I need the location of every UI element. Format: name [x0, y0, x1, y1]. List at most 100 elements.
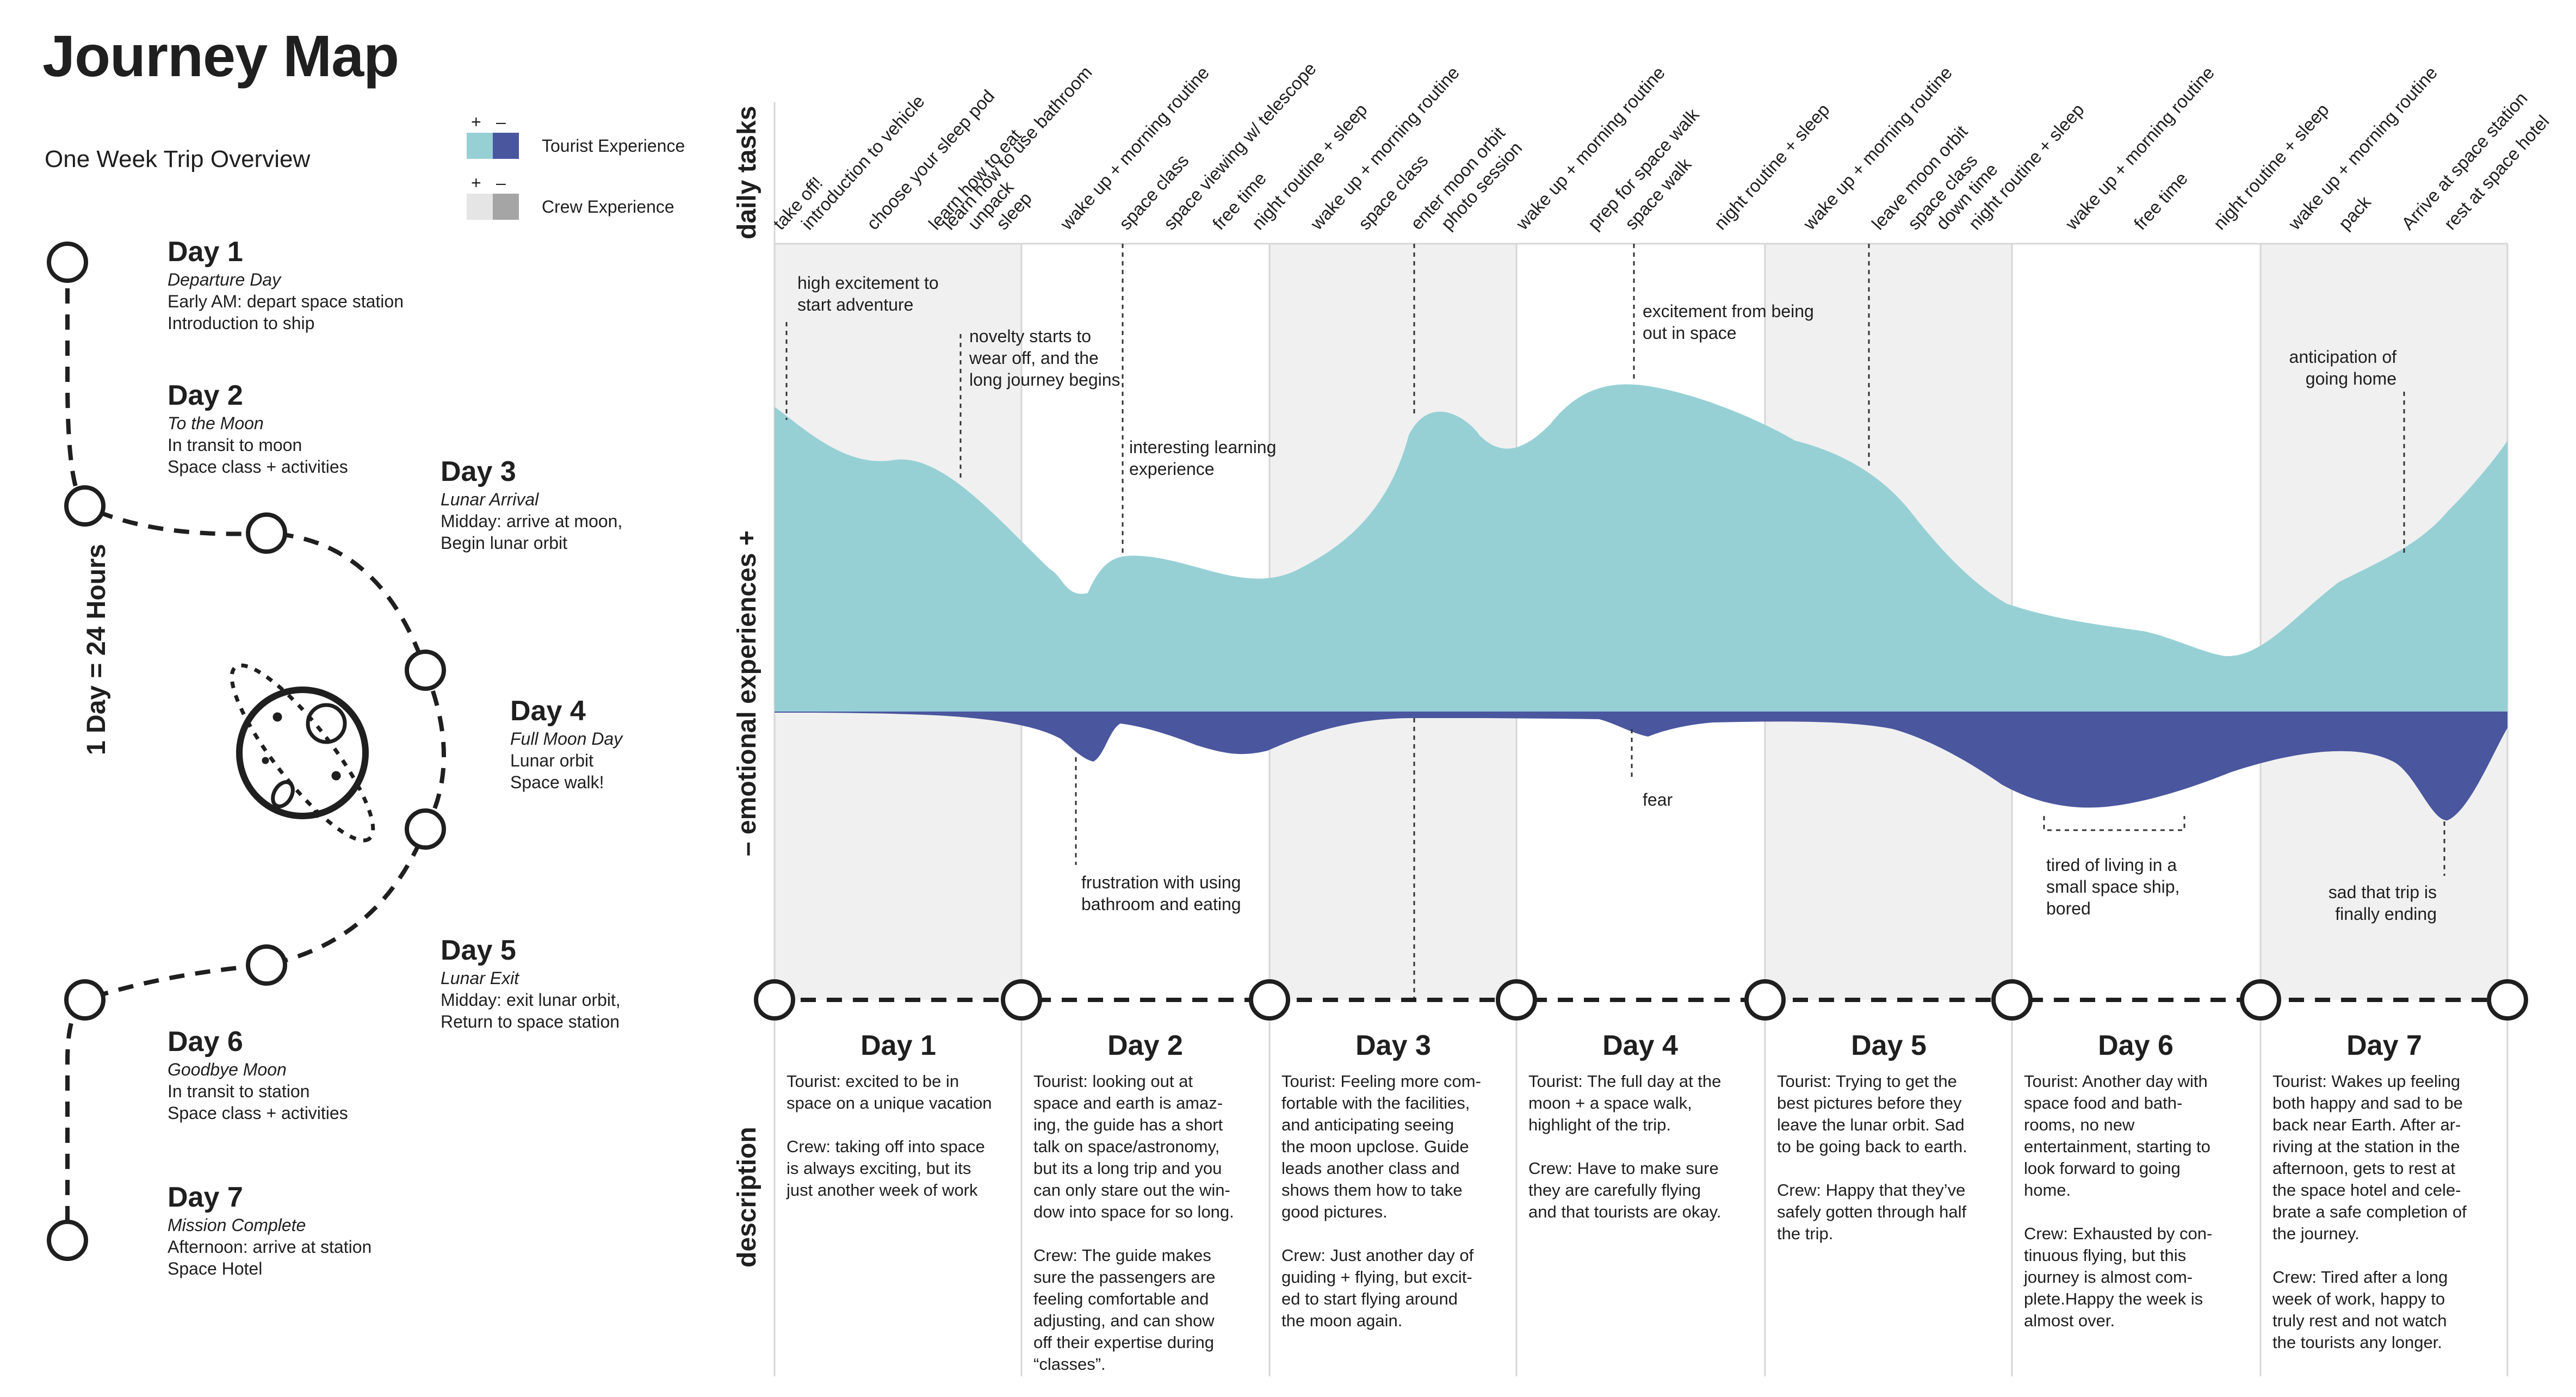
annotation-line: excitement from being — [1643, 301, 1814, 321]
description-line: adjusting, and can show — [1033, 1311, 1215, 1330]
page-subtitle: One Week Trip Overview — [45, 146, 311, 172]
description-node-end — [2487, 979, 2528, 1021]
description-line: Crew: taking off into space — [787, 1137, 985, 1156]
description-line: ed to start flying around — [1281, 1289, 1458, 1308]
description-day-text: Tourist: Another day with space food and … — [2024, 1071, 2252, 1353]
timeline-day-line: Midday: exit lunar orbit, — [441, 990, 621, 1010]
description-line: Tourist: Wakes up feeling — [2272, 1072, 2461, 1091]
timeline-day-line: Space class + activities — [168, 457, 348, 477]
description-line: riving at the station in the — [2272, 1137, 2460, 1156]
description-day-title: Day 4 — [1602, 1030, 1678, 1061]
tourist-positive-area — [775, 384, 2507, 712]
description-line: afternoon, gets to rest at — [2272, 1159, 2456, 1178]
description-line: space and earth is amaz- — [1033, 1093, 1223, 1112]
description-node-day-7 — [2240, 979, 2281, 1021]
annotation-line: finally ending — [2335, 904, 2437, 924]
legend-crew-negative-swatch — [493, 194, 519, 220]
description-line: Tourist: Another day with — [2024, 1072, 2208, 1091]
description-line: just another week of work — [787, 1180, 978, 1200]
annotation-line: long journey begins — [969, 370, 1120, 390]
timeline-day-line: Afternoon: arrive at station — [168, 1237, 372, 1257]
annotation-line: experience — [1129, 459, 1215, 479]
description-paragraph: Tourist: The full day at the moon + a spa… — [1528, 1071, 1757, 1136]
timeline-day-subtitle: To the Moon — [168, 413, 264, 433]
annotation-line: start adventure — [797, 295, 914, 314]
description-paragraph: Crew: Tired after a long week of work, ha… — [2272, 1266, 2501, 1353]
description-paragraph: Tourist: looking out at space and earth i… — [1033, 1071, 1262, 1223]
annotation-line: wear off, and the — [969, 348, 1099, 368]
description-line: entertainment, starting to — [2024, 1137, 2210, 1156]
timeline-day-name: Day 7 — [168, 1182, 243, 1213]
chart-area — [754, 102, 2528, 1376]
description-paragraph: Tourist: Another day with space food and … — [2024, 1071, 2252, 1201]
description-line: shows them how to take — [1281, 1180, 1463, 1200]
annotation-sad: sad that trip is finally ending — [2290, 881, 2437, 925]
description-line: talk on space/astronomy, — [1033, 1137, 1220, 1156]
route-node-day-5 — [246, 944, 287, 986]
timeline-day-line: Space Hotel — [168, 1259, 263, 1278]
description-line: Crew: Happy that they’ve — [1777, 1180, 1966, 1200]
legend-crew-plus: + — [471, 173, 481, 193]
annotation-line: out in space — [1643, 323, 1737, 343]
timeline-day-line: In transit to station — [168, 1081, 310, 1101]
description-line: sure the passengers are — [1033, 1268, 1216, 1287]
description-line: the trip. — [1777, 1224, 1834, 1243]
description-line: and anticipating seeing — [1281, 1115, 1454, 1134]
timeline-day-subtitle: Mission Complete — [168, 1215, 306, 1235]
description-line: Tourist: Trying to get the — [1777, 1072, 1957, 1091]
description-line: good pictures. — [1281, 1202, 1388, 1221]
description-day-title: Day 2 — [1107, 1030, 1183, 1061]
route-node-day-6 — [64, 979, 106, 1021]
description-line: Tourist: The full day at the — [1528, 1072, 1722, 1091]
description-line: Crew: Have to make sure — [1528, 1159, 1719, 1178]
timeline-day-1: Day 1 Departure Day Early AM: depart spa… — [168, 235, 472, 334]
description-line: dow into space for so long. — [1033, 1202, 1234, 1221]
route-node-day-4b — [405, 808, 446, 850]
annotation-line: fear — [1643, 790, 1673, 809]
legend-tourist-negative-swatch — [493, 133, 519, 159]
annotation-line: bored — [2046, 899, 2091, 918]
annotation-interesting-learning: interesting learning experience — [1129, 436, 1276, 480]
legend-tourist-minus: – — [496, 112, 506, 132]
description-line: Crew: Exhausted by con- — [2024, 1224, 2213, 1243]
timeline-day-line: Space walk! — [510, 772, 604, 792]
description-line: Tourist: Feeling more com- — [1281, 1072, 1481, 1091]
timeline-day-5: Day 5 Lunar Exit Midday: exit lunar orbi… — [441, 934, 745, 1033]
description-line: look forward to going — [2024, 1159, 2181, 1178]
annotation-fear: fear — [1643, 789, 1673, 811]
timeline-day-line: In transit to moon — [168, 435, 302, 455]
description-line: the moon again. — [1281, 1311, 1403, 1330]
timeline-day-line: Return to space station — [441, 1012, 620, 1031]
legend-crew-label: Crew Experience — [542, 197, 674, 217]
description-line: tinuous flying, but this — [2024, 1246, 2187, 1265]
description-line: highlight of the trip. — [1528, 1115, 1671, 1134]
description-line: home. — [2024, 1180, 2071, 1200]
annotation-novelty: novelty starts to wear off, and the long… — [969, 325, 1120, 391]
description-line: guiding + flying, but excit- — [1281, 1268, 1472, 1287]
description-node-day-3 — [1249, 979, 1290, 1021]
axis-label-emotional-experiences: – emotional experiences + — [733, 530, 761, 856]
description-day-title: Day 7 — [2346, 1030, 2422, 1061]
description-node-day-6 — [1991, 979, 2033, 1021]
annotation-tired: tired of living in a small space ship, b… — [2046, 854, 2179, 919]
description-paragraph: Crew: Just another day of guiding + flyin… — [1281, 1245, 1510, 1332]
description-line: the journey. — [2272, 1224, 2360, 1243]
description-line: and that tourists are okay. — [1528, 1202, 1722, 1221]
annotation-high-excitement: high excitement to start adventure — [797, 272, 939, 316]
leader-a8 — [2043, 816, 2185, 831]
axis-label-daily-tasks: daily tasks — [733, 106, 761, 239]
legend-tourist-plus: + — [471, 112, 481, 132]
description-line: space food and bath- — [2024, 1093, 2183, 1112]
description-line: Crew: The guide makes — [1033, 1246, 1211, 1265]
description-line: Crew: Just another day of — [1281, 1246, 1474, 1265]
moon-orbit-icon — [230, 663, 375, 843]
description-line: brate a safe completion of — [2272, 1202, 2467, 1221]
annotation-line: high excitement to — [797, 273, 939, 293]
description-day-title: Day 1 — [860, 1030, 936, 1061]
description-line: almost over. — [2024, 1311, 2115, 1330]
timeline-day-subtitle: Goodbye Moon — [168, 1060, 287, 1079]
annotation-excitement-space: excitement from being out in space — [1643, 300, 1814, 344]
route-node-day-3 — [246, 512, 287, 554]
annotation-line: going home — [2305, 369, 2397, 388]
description-line: they are carefully flying — [1528, 1180, 1701, 1200]
